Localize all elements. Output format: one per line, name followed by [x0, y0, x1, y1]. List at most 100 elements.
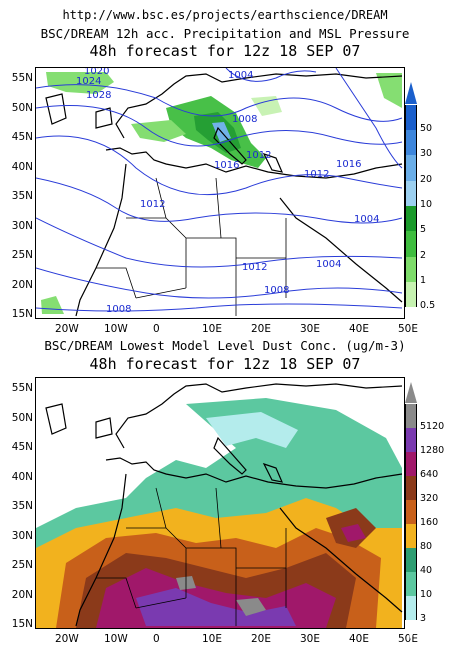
- colorbar-label: 3: [420, 612, 427, 624]
- colorbar-label: 0.5: [420, 300, 436, 312]
- precip-map-subtitle: 48h forecast for 12z 18 SEP 07: [89, 42, 361, 60]
- lat-tick-label: 35N: [11, 500, 33, 512]
- lat-tick-label: 50N: [11, 101, 33, 114]
- colorbar-label: 160: [420, 516, 439, 528]
- precip-pressure-map: 1020 1024 1028 1004 1008 1012 1016 1016 …: [35, 67, 405, 319]
- isobar-label: 1008: [232, 114, 257, 125]
- lat-tick-label: 15N: [11, 618, 33, 630]
- colorbar-swatch: [405, 427, 417, 452]
- lon-tick-label: 10E: [202, 633, 222, 645]
- colorbar-swatch: [405, 256, 417, 283]
- colorbar-swatch: [405, 595, 417, 620]
- colorbar-swatch: [405, 571, 417, 596]
- lat-tick-label: 55N: [11, 72, 33, 84]
- colorbar-swatch: [405, 499, 417, 524]
- lat-tick-label: 50N: [11, 411, 33, 424]
- colorbar-swatch: [405, 523, 417, 548]
- colorbar-label: 1280: [420, 444, 445, 456]
- isobar-label: 1004: [316, 259, 341, 270]
- colorbar-label: 5120: [420, 420, 445, 432]
- colorbar-swatch: [405, 282, 417, 308]
- lat-tick-label: 20N: [11, 278, 33, 291]
- colorbar-label: 10: [420, 588, 433, 600]
- source-url: http://www.bsc.es/projects/earthscience/…: [62, 8, 388, 22]
- lon-tick-label: 30E: [300, 633, 320, 645]
- lon-tick-label: 40E: [349, 633, 369, 645]
- lat-tick-label: 30N: [11, 529, 33, 542]
- lat-tick-label: 20N: [11, 588, 33, 601]
- colorbar-label: 320: [420, 492, 439, 504]
- country-borders: [96, 177, 287, 316]
- lat-tick-label: 45N: [11, 131, 33, 143]
- lat-tick-label: 55N: [11, 382, 33, 394]
- colorbar-swatch: [405, 475, 417, 500]
- isobars: [36, 68, 403, 312]
- lat-tick-label: 40N: [11, 160, 33, 173]
- colorbar-label: 20: [420, 173, 433, 185]
- colorbar-label: 10: [420, 199, 433, 211]
- isobar-label: 1028: [86, 90, 111, 101]
- precip-map-canvas: 1020 1024 1028 1004 1008 1012 1016 1016 …: [36, 68, 403, 317]
- colorbar-arrow-bottom: [405, 619, 417, 641]
- colorbar-swatch: [405, 451, 417, 476]
- lon-tick-label: 20E: [251, 633, 271, 645]
- dust-concentration-map: [35, 377, 405, 629]
- precip-areas: [41, 72, 402, 314]
- isobar-label: 1012: [140, 199, 165, 210]
- lat-tick-label: 25N: [11, 249, 33, 261]
- colorbar-label: 5: [420, 224, 427, 236]
- colorbar-swatch: [405, 104, 417, 131]
- lon-tick-label: 10E: [202, 323, 222, 335]
- lon-tick-label: 0: [153, 633, 160, 645]
- colorbar-label: 30: [420, 148, 433, 160]
- lon-tick-label: 20W: [55, 633, 79, 645]
- lon-tick-label: 0: [153, 323, 160, 335]
- lat-tick-label: 40N: [11, 470, 33, 483]
- lon-tick-label: 30E: [300, 323, 320, 335]
- colorbar-arrow-top: [405, 82, 417, 104]
- colorbar-label: 2: [420, 249, 427, 261]
- precip-map-title: BSC/DREAM 12h acc. Precipitation and MSL…: [40, 26, 410, 41]
- colorbar-arrow-bottom: [405, 307, 417, 330]
- colorbar-swatch: [405, 180, 417, 207]
- colorbar-swatch: [405, 206, 417, 232]
- lat-tick-label: 45N: [11, 441, 33, 453]
- lon-tick-label: 20W: [55, 323, 79, 335]
- lon-tick-label: 20E: [251, 323, 271, 335]
- isobar-label: 1008: [264, 285, 289, 296]
- colorbar-label: 1: [420, 275, 427, 287]
- lat-tick-label: 15N: [11, 308, 33, 320]
- country-borders: [96, 487, 287, 626]
- isobar-label: 1012: [246, 150, 271, 161]
- lon-tick-label: 10W: [104, 323, 128, 335]
- lon-tick-label: 10W: [104, 633, 128, 645]
- lon-tick-label: 40E: [349, 323, 369, 335]
- colorbar-swatch: [405, 155, 417, 181]
- dust-map-subtitle: 48h forecast for 12z 18 SEP 07: [89, 355, 361, 373]
- isobar-label: 1024: [76, 76, 101, 87]
- colorbar-label: 50: [420, 123, 433, 135]
- coastlines: [45, 383, 403, 627]
- colorbar-swatch: [405, 130, 417, 156]
- colorbar-label: 40: [420, 564, 433, 576]
- lat-tick-label: 30N: [11, 219, 33, 232]
- isobar-label: 1020: [84, 68, 109, 77]
- isobar-label: 1004: [228, 70, 253, 81]
- dust-fields: [36, 398, 402, 628]
- colorbar-swatch: [405, 403, 417, 428]
- isobar-label: 1008: [106, 304, 131, 315]
- colorbar-label: 640: [420, 468, 439, 480]
- lat-tick-label: 25N: [11, 559, 33, 571]
- colorbar-swatch: [405, 231, 417, 257]
- dust-map-canvas: [36, 383, 403, 628]
- colorbar-arrow-top: [405, 382, 417, 403]
- isobar-label: 1016: [214, 160, 239, 171]
- isobar-label: 1004: [354, 214, 379, 225]
- colorbar-swatch: [405, 547, 417, 572]
- isobar-label: 1012: [242, 262, 267, 273]
- isobar-label: 1012: [304, 169, 329, 180]
- isobar-labels: 1020 1024 1028 1004 1008 1012 1016 1016 …: [76, 68, 379, 315]
- isobar-label: 1016: [336, 159, 361, 170]
- colorbar-label: 80: [420, 540, 433, 552]
- lat-tick-label: 35N: [11, 190, 33, 202]
